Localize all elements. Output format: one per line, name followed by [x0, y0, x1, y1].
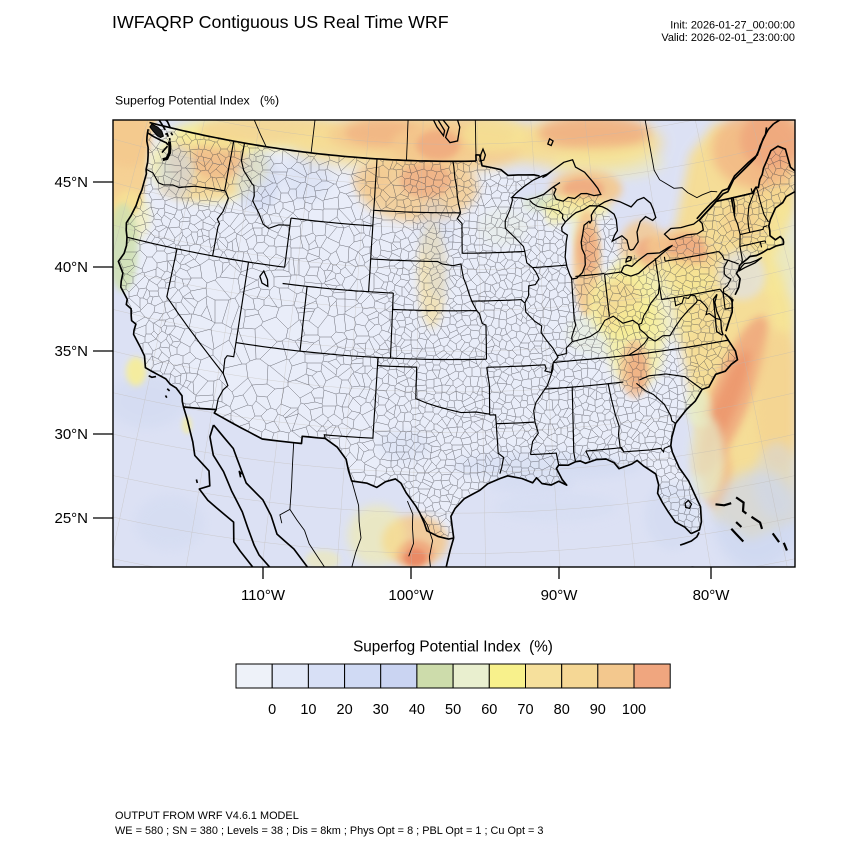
svg-text:100°W: 100°W: [388, 587, 434, 604]
svg-text:100: 100: [622, 702, 646, 718]
svg-text:OUTPUT FROM WRF V4.6.1 MODEL: OUTPUT FROM WRF V4.6.1 MODEL: [115, 810, 299, 822]
svg-text:25°N: 25°N: [54, 510, 88, 527]
svg-text:80: 80: [554, 702, 570, 718]
svg-text:70: 70: [517, 702, 533, 718]
svg-text:110°W: 110°W: [241, 587, 286, 604]
svg-text:40°N: 40°N: [54, 259, 88, 276]
svg-text:80°W: 80°W: [693, 587, 731, 604]
svg-text:35°N: 35°N: [54, 343, 88, 360]
svg-text:90°W: 90°W: [541, 587, 579, 604]
svg-text:Init: 2026-01-27_00:00:00: Init: 2026-01-27_00:00:00: [670, 20, 795, 32]
svg-text:30: 30: [373, 702, 389, 718]
svg-text:Superfog Potential Index (%): Superfog Potential Index (%): [115, 94, 279, 108]
svg-text:45°N: 45°N: [54, 174, 88, 191]
svg-text:50: 50: [445, 702, 461, 718]
svg-text:60: 60: [481, 702, 497, 718]
svg-text:10: 10: [300, 702, 316, 718]
svg-text:WE = 580 ; SN = 380 ; Levels =: WE = 580 ; SN = 380 ; Levels = 38 ; Dis …: [115, 825, 543, 837]
svg-text:Superfog Potential Index (%): Superfog Potential Index (%): [353, 639, 553, 656]
svg-text:IWFAQRP Contiguous US Real Tim: IWFAQRP Contiguous US Real Time WRF: [112, 12, 449, 32]
svg-text:Valid: 2026-02-01_23:00:00: Valid: 2026-02-01_23:00:00: [661, 32, 795, 44]
svg-text:40: 40: [409, 702, 425, 718]
svg-text:30°N: 30°N: [54, 426, 88, 443]
svg-text:0: 0: [268, 702, 276, 718]
svg-text:90: 90: [590, 702, 606, 718]
svg-text:20: 20: [337, 702, 353, 718]
